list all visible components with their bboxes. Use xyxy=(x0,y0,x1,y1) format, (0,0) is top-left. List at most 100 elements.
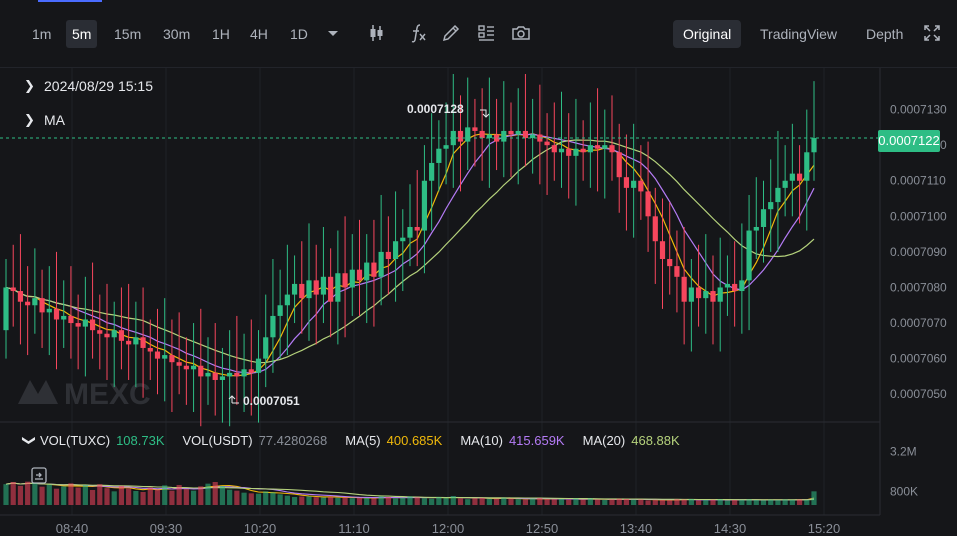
volume-bar xyxy=(75,487,81,505)
volume-bar xyxy=(659,500,666,505)
price-tick-label: 0.0007060 xyxy=(890,352,947,366)
price-tick-label: 0.0007080 xyxy=(890,280,947,294)
volume-bar xyxy=(429,498,435,505)
chevron-right-icon: ❯ xyxy=(24,78,35,93)
volume-bar xyxy=(306,496,312,505)
candle xyxy=(566,113,572,199)
candle xyxy=(162,298,168,402)
volume-bar xyxy=(796,499,803,505)
candle xyxy=(17,234,24,345)
candle xyxy=(724,255,731,316)
candle xyxy=(421,145,428,274)
volume-bar xyxy=(385,497,391,505)
volume-bar xyxy=(118,485,125,505)
candle xyxy=(674,230,680,313)
timeframe-15m[interactable]: 15m xyxy=(114,26,142,42)
candle xyxy=(493,98,500,171)
candle xyxy=(349,234,355,316)
timeframe-1h[interactable]: 1H xyxy=(212,26,230,42)
high-price-label: 0.0007128 xyxy=(407,102,464,116)
candle xyxy=(219,347,226,423)
candle xyxy=(371,219,377,327)
candle xyxy=(133,301,139,388)
view-tradingview-button[interactable]: TradingView xyxy=(760,26,838,42)
volume-bar xyxy=(154,489,161,505)
volume-bar xyxy=(573,498,579,505)
candle xyxy=(508,102,514,178)
candle xyxy=(356,219,363,316)
volume-bar xyxy=(616,498,622,505)
candle xyxy=(580,120,586,181)
volume-bar xyxy=(328,496,334,505)
timeframe-4h[interactable]: 4H xyxy=(250,26,268,42)
price-tick-label: 0.0007130 xyxy=(890,103,947,117)
screenshot-camera-icon[interactable] xyxy=(510,22,532,44)
fullscreen-icon[interactable] xyxy=(921,22,943,44)
datetime-row[interactable]: ❯ 2024/08/29 15:15 xyxy=(24,78,153,94)
volume-settings-icon[interactable] xyxy=(30,466,50,486)
volume-bar xyxy=(89,490,96,505)
volume-axis: 3.2M 800K xyxy=(890,445,918,499)
volume-bar xyxy=(753,500,759,505)
ma-indicator-row[interactable]: ❯ MA xyxy=(24,112,65,128)
volume-bar xyxy=(46,484,52,505)
candle xyxy=(3,259,9,359)
volume-bar xyxy=(609,499,615,505)
volume-bar xyxy=(263,491,269,505)
volume-bar xyxy=(320,497,327,505)
time-tick-label: 12:00 xyxy=(432,521,465,536)
timeframe-30m[interactable]: 30m xyxy=(163,26,191,42)
view-depth-button[interactable]: Depth xyxy=(866,26,904,42)
volume-bar xyxy=(551,499,557,505)
candle xyxy=(746,194,752,331)
candle xyxy=(82,276,88,377)
timeframe-5m[interactable]: 5m xyxy=(66,20,98,48)
candle xyxy=(551,102,557,181)
timeframe-1m[interactable]: 1m xyxy=(32,26,52,42)
candle xyxy=(429,113,435,231)
volume-bar xyxy=(234,490,240,505)
candle xyxy=(241,333,247,412)
ma5-label: MA(5) xyxy=(345,432,381,448)
volume-bar xyxy=(3,484,9,505)
candle xyxy=(126,283,132,380)
candle xyxy=(234,315,240,405)
volume-bar xyxy=(739,499,745,505)
ma10-value: 415.659K xyxy=(508,432,565,448)
candle xyxy=(782,145,788,217)
layout-grid-icon[interactable] xyxy=(475,22,497,44)
timeframe-1d[interactable]: 1D xyxy=(290,26,308,42)
more-timeframes-dropdown-icon[interactable] xyxy=(322,22,344,44)
chevron-right-icon: ❯ xyxy=(24,112,35,127)
volume-bar xyxy=(760,500,767,505)
candle xyxy=(804,109,810,231)
time-tick-label: 12:50 xyxy=(526,521,559,536)
price-tick-label: 0.0007070 xyxy=(890,316,947,330)
chevron-down-icon[interactable]: ❯ xyxy=(22,435,37,446)
volume-bar xyxy=(378,496,384,505)
low-price-annotation: 0.0007051 xyxy=(228,394,300,408)
candle xyxy=(443,102,449,185)
volume-bar xyxy=(688,499,694,505)
indicators-fx-icon[interactable] xyxy=(407,22,429,44)
candle xyxy=(667,202,673,295)
candle xyxy=(39,269,45,348)
volume-bar xyxy=(190,490,197,505)
volume-bar xyxy=(356,498,363,505)
candle xyxy=(248,319,254,416)
view-original-button[interactable]: Original xyxy=(673,20,742,48)
volume-bar xyxy=(530,498,536,505)
candle xyxy=(623,134,630,231)
candle xyxy=(486,77,492,188)
drawing-pencil-icon[interactable] xyxy=(440,22,462,44)
volume-bar xyxy=(472,498,478,505)
candle xyxy=(436,120,442,192)
candlestick-type-icon[interactable] xyxy=(365,22,387,44)
volume-bar xyxy=(775,500,781,505)
candle xyxy=(284,244,290,356)
candle xyxy=(594,88,601,192)
volume-bar xyxy=(277,494,283,505)
volume-bar xyxy=(746,499,752,505)
volume-bar xyxy=(566,499,572,505)
